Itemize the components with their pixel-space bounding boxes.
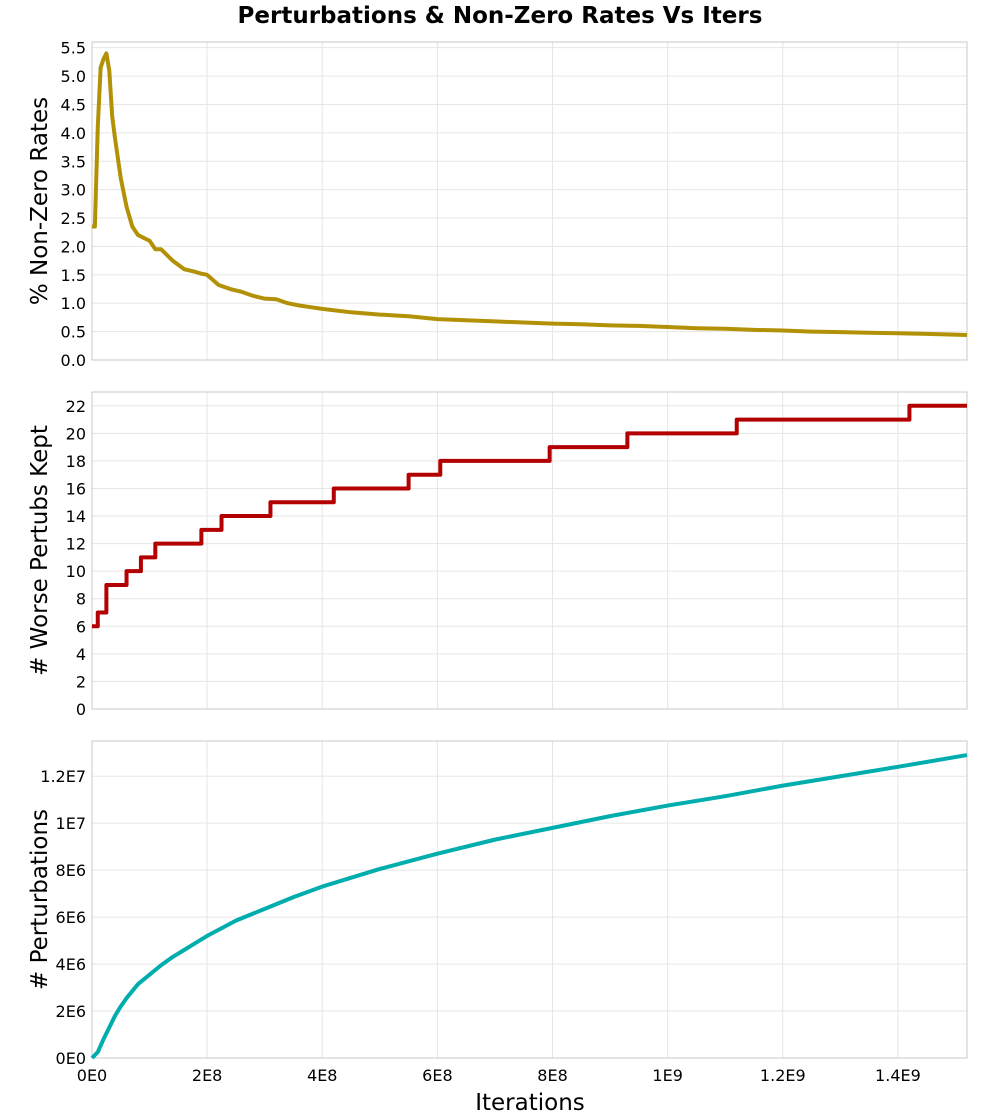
y-tick-label: 10 [66, 562, 86, 581]
y-tick-label: 20 [66, 424, 86, 443]
y-tick-label: 1.0 [61, 294, 86, 313]
x-axis-label: Iterations [475, 1090, 585, 1116]
panels-layer: 0.0 0.5 1.0 1.5 2.0 2.5 3.0 3.5 4.0 4.5 5.0 5.5 % No… [27, 39, 968, 1085]
y-axis-label: # Perturbations [27, 809, 53, 990]
plot-frame [91, 740, 968, 1059]
x-tick-label: 4E8 [307, 1066, 337, 1085]
y-tick-label: 8 [76, 590, 86, 609]
y-tick-label: 6E6 [56, 908, 86, 927]
y-tick-label: 5.0 [61, 67, 86, 86]
panel-non-zero-rates: 0.0 0.5 1.0 1.5 2.0 2.5 3.0 3.5 4.0 4.5 5.0 5.5 % No… [27, 39, 968, 370]
chart-title: Perturbations & Non-Zero Rates Vs Iters [238, 3, 763, 29]
series-line-non-zero-rates [92, 51, 968, 338]
panel-worse-pertubs-kept: 0 2 4 6 8 10 12 14 16 18 20 22 # Worse Pertubs Kept [27, 391, 968, 719]
y-tick-label: 2E6 [56, 1002, 86, 1021]
x-tick-label: 6E8 [422, 1066, 452, 1085]
x-tick-label: 1.2E9 [760, 1066, 806, 1085]
y-axis-label: % Non-Zero Rates [27, 97, 53, 305]
y-tick-label: 4 [76, 645, 86, 664]
x-tick-label: 8E8 [537, 1066, 567, 1085]
y-tick-label: 4E6 [56, 955, 86, 974]
y-tick-label: 0.0 [61, 351, 86, 370]
y-tick-label: 4.5 [61, 95, 86, 114]
y-tick-label: 5.5 [61, 39, 86, 58]
series-line-perturbations [90, 753, 968, 1060]
y-tick-label: 0 [76, 700, 86, 719]
y-tick-label: 1E7 [56, 814, 86, 833]
plot-frame [91, 391, 968, 710]
x-tick-label: 0E0 [77, 1066, 107, 1085]
y-tick-label: 3.5 [61, 152, 86, 171]
y-tick-label: 14 [66, 507, 86, 526]
y-tick-label: 0.5 [61, 323, 86, 342]
y-tick-label: 12 [66, 535, 86, 554]
y-tick-label: 1.5 [61, 266, 86, 285]
y-tick-label: 1.2E7 [40, 767, 86, 786]
y-tick-label: 22 [66, 397, 86, 416]
y-tick-label: 16 [66, 479, 86, 498]
y-tick-label: 6 [76, 617, 86, 636]
x-tick-label: 1.4E9 [875, 1066, 921, 1085]
y-tick-label: 0E0 [56, 1049, 86, 1068]
y-tick-label: 2.0 [61, 237, 86, 256]
y-tick-label: 4.0 [61, 124, 86, 143]
panel-perturbations: 0E0 2E6 4E6 6E6 8E6 1E7 1.2E7 # Perturbations 0E… [27, 740, 968, 1085]
y-axis-label: # Worse Pertubs Kept [27, 425, 53, 676]
y-tick-label: 2.5 [61, 209, 86, 228]
y-tick-label: 3.0 [61, 181, 86, 200]
y-tick-label: 18 [66, 452, 86, 471]
x-tick-label: 2E8 [192, 1066, 222, 1085]
y-tick-label: 8E6 [56, 861, 86, 880]
series-line-worse-pertubs-kept [92, 403, 967, 629]
y-tick-label: 2 [76, 672, 86, 691]
x-tick-label: 1E9 [652, 1066, 682, 1085]
plot-frame [91, 41, 968, 361]
